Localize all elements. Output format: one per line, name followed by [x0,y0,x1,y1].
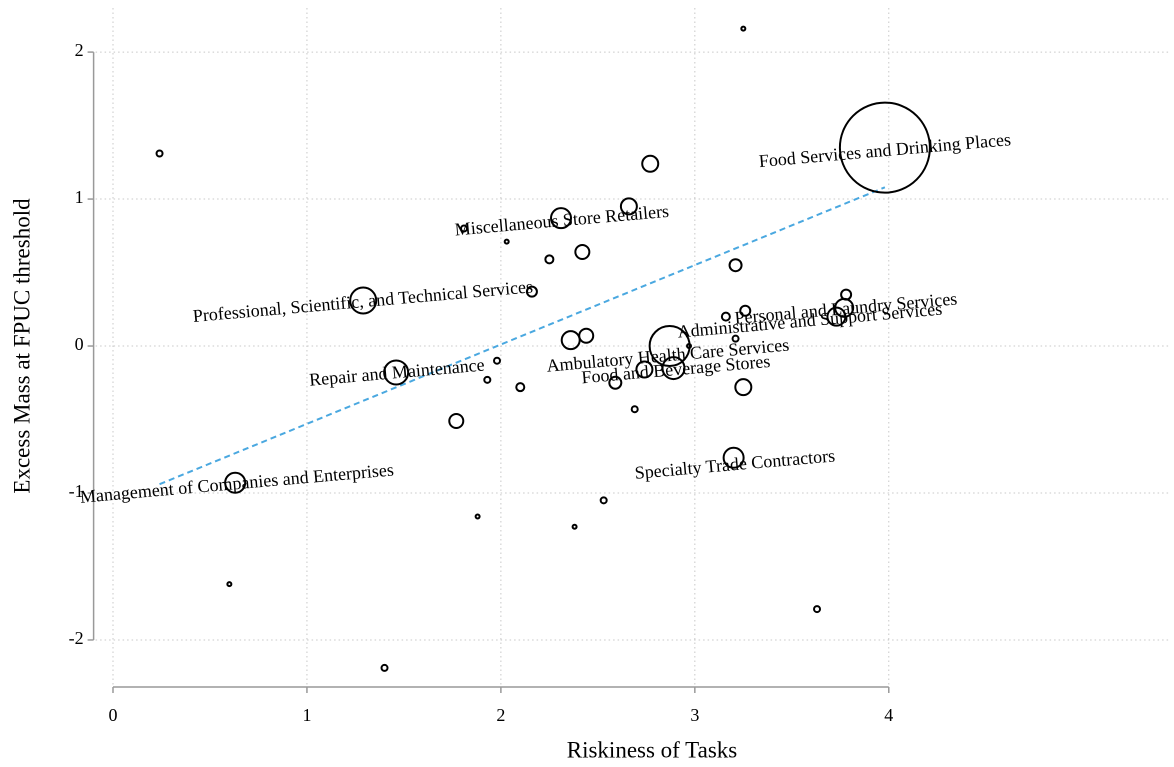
bubble [731,334,740,343]
bubble [686,343,693,350]
x-tick-label: 3 [690,705,699,725]
bubble [550,207,573,230]
x-axis-title: Riskiness of Tasks [567,737,738,762]
bubble [739,304,752,317]
bubble [380,663,389,672]
bubble [720,311,731,322]
bubble [635,360,654,379]
bubble [515,382,526,393]
y-tick-label: -1 [69,481,84,501]
bubble [525,285,538,298]
bubble [648,325,691,368]
bubble [599,496,608,505]
fit-line [159,186,886,486]
x-tick-label: 0 [108,705,117,725]
bubble [474,513,481,520]
annotation: Miscellaneous Store Retailers [454,201,670,240]
bubble [608,375,623,390]
bubble [813,605,822,614]
bubble [630,405,639,414]
annotation: Specialty Trade Contractors [634,445,836,482]
bubble [560,330,581,351]
bubble [834,297,855,318]
bubble [722,446,745,469]
annotation: Professional, Scientific, and Technical … [192,276,534,326]
annotation: Food Services and Drinking Places [758,129,1012,171]
y-tick-label: 0 [75,334,84,354]
bubble [544,254,555,265]
annotation: Management of Companies and Enterprises [79,459,394,506]
bubble [619,197,638,216]
bubble [641,154,660,173]
y-tick-label: -2 [69,628,84,648]
bubble [155,149,164,158]
x-tick-label: 2 [496,705,505,725]
bubble [574,243,591,260]
bubble [503,238,510,245]
bubble [483,375,492,384]
y-axis-title: Excess Mass at FPUC threshold [9,198,34,494]
bubble [728,258,743,273]
x-tick-label: 4 [884,705,893,725]
bubble [578,327,595,344]
bubble [740,25,747,32]
x-tick-label: 1 [302,705,311,725]
bubble [734,378,753,397]
y-tick-label: 1 [75,187,84,207]
bubble [571,523,578,530]
y-tick-label: 2 [75,40,84,60]
bubble [661,356,686,381]
bubble [226,581,233,588]
bubble [383,359,410,386]
bubble [838,101,931,194]
bubble [448,412,465,429]
bubble [460,224,469,233]
bubble [224,471,247,494]
bubble [349,286,378,315]
bubble [493,356,502,365]
